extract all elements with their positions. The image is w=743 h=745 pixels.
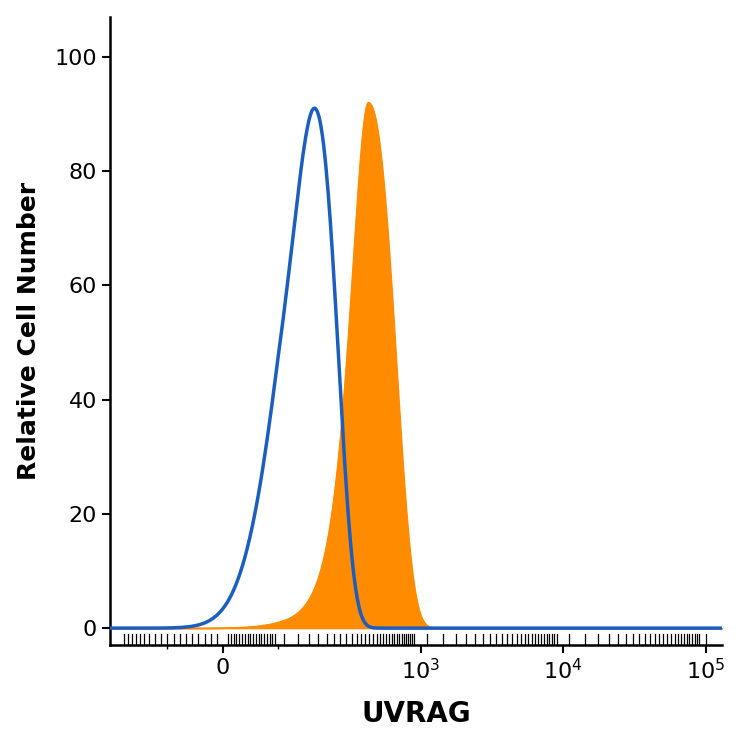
X-axis label: UVRAG: UVRAG: [361, 700, 471, 729]
Y-axis label: Relative Cell Number: Relative Cell Number: [16, 182, 41, 480]
